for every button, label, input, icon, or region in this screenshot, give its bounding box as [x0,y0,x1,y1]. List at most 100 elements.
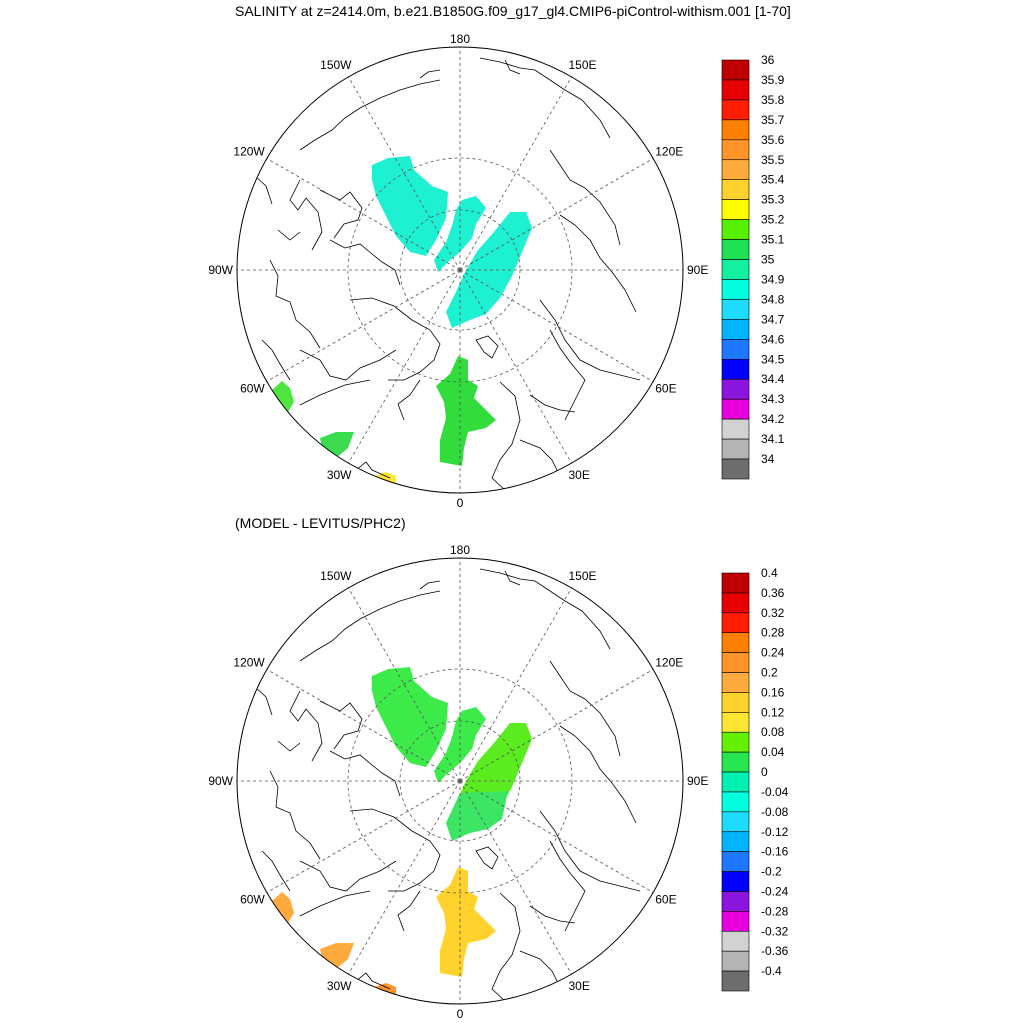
colorbar-label: -0.4 [761,964,782,978]
coastline [519,439,561,477]
colorbar-label: 0.2 [761,666,778,680]
region-irminger-patch [320,432,354,458]
colorbar-box [721,299,750,320]
coastline [289,179,323,251]
colorbar-box [721,59,750,81]
coastline [269,770,321,860]
colorbar-box [721,592,750,614]
coastline [299,590,441,662]
coastline [299,79,441,151]
colorbar-label: 35.4 [761,173,785,187]
colorbar-box [721,339,750,360]
colorbar-box [721,970,750,992]
colorbar-box [721,159,750,181]
coastline [529,394,576,413]
longitude-label: 120W [233,145,265,159]
coastline [539,299,641,381]
coastline [319,700,363,750]
longitude-label: 150W [320,569,352,583]
meridian-line [266,158,461,271]
colorbar-label: 34.3 [761,392,785,406]
colorbar-box [721,179,750,200]
colorbar-box [721,358,750,380]
coastline [549,660,621,757]
coastline [549,329,586,421]
longitude-label: 30W [327,979,352,993]
longitude-label: 90W [208,774,233,788]
map-boundary [236,557,684,1005]
longitude-label: 120E [655,656,683,670]
colorbar-label: 0.12 [761,705,785,719]
meridian-line [348,269,461,464]
coastline [289,690,323,762]
difference-subtitle: (MODEL - LEVITUS/PHC2) [235,515,406,531]
coastline [397,890,421,932]
coastline [491,381,521,491]
colorbar-label: 34 [761,452,775,466]
coastline [261,339,291,381]
meridian-line [459,158,654,271]
colorbar-box [721,572,750,594]
colorbar-box [721,831,750,852]
coastline [559,725,637,824]
coastline [254,175,273,205]
coastline [504,59,521,75]
meridian-line [266,780,461,893]
colorbar-label: 34.5 [761,352,785,366]
meridian-line [459,780,572,975]
longitude-label: 0 [457,496,464,510]
map-boundary [236,46,684,494]
region-nordic-seas-patch [436,867,496,977]
longitude-label: 150W [320,58,352,72]
longitude-label: 30E [569,979,590,993]
coastline [299,890,371,917]
latitude-circle [347,157,573,383]
colorbar-label: -0.24 [761,884,789,898]
colorbar-label: 34.2 [761,412,785,426]
map-content [237,47,683,493]
coastline [504,570,521,586]
coastline [277,229,301,241]
coastline [261,850,291,892]
colorbar-label: 0.32 [761,606,785,620]
longitude-label: 90E [687,774,708,788]
colorbar-label: 34.8 [761,292,785,306]
coastline [419,69,441,79]
coastline [475,335,499,359]
longitude-label: 90W [208,263,233,277]
coastline [329,750,401,797]
colorbar-box [721,871,750,892]
colorbar-box [721,458,750,480]
colorbar-label: -0.12 [761,825,789,839]
longitude-label: 120W [233,656,265,670]
longitude-label: 0 [457,1007,464,1021]
coastline [519,950,561,988]
coastline [419,580,441,590]
colorbar-label: 35.2 [761,213,785,227]
region-canada-basin-patch [372,156,448,256]
colorbar-box [721,199,750,220]
latitude-circle [347,668,573,894]
colorbar-box [721,139,750,161]
colorbar-box [721,692,750,713]
colorbar-box [721,771,750,793]
longitude-label: 60W [240,382,265,396]
longitude-label: 60E [655,893,676,907]
coastline [277,740,301,752]
meridian-line [266,669,461,782]
colorbar-label: 0 [761,765,768,779]
colorbar-box [721,279,750,300]
longitude-label: 150E [569,58,597,72]
meridian-line [459,669,654,782]
colorbar-box [721,79,750,101]
longitude-label: 180 [450,543,470,557]
meridian-line [459,269,654,382]
colorbar-box [721,438,750,460]
colorbar-label: 35.5 [761,153,785,167]
colorbar-label: 0.08 [761,725,785,739]
coastline [539,810,641,892]
colorbar-box [721,811,750,833]
coastline [299,349,397,381]
colorbar-label: 35 [761,253,775,267]
region-labrador-patch [272,381,294,412]
